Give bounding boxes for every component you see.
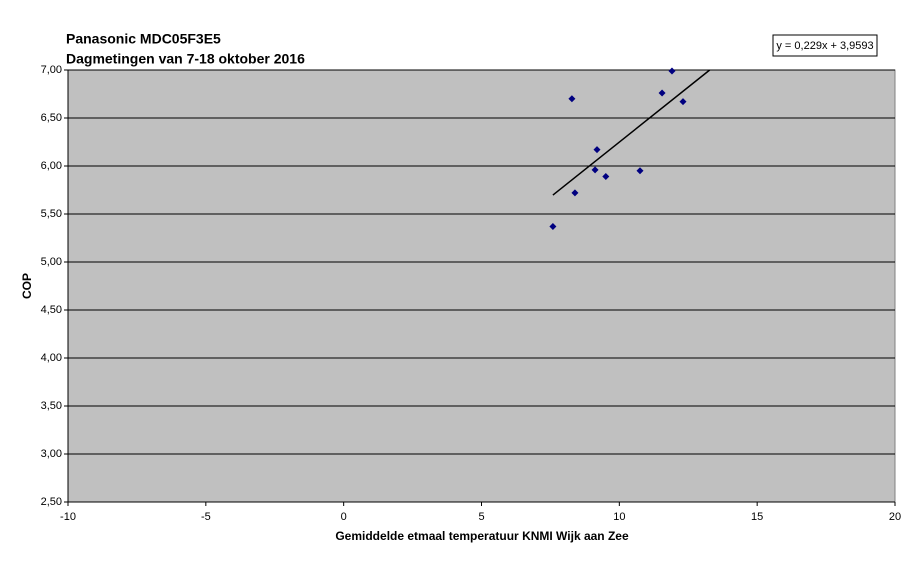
y-axis-label: COP [20, 273, 34, 299]
point [593, 146, 601, 154]
equation-label: y = 0,229x + 3,9593 [776, 40, 873, 52]
x-tick-label: 15 [751, 511, 763, 523]
y-tick-label: 4,50 [41, 304, 62, 316]
point [679, 98, 687, 106]
x-tick-label: 5 [478, 511, 484, 523]
point [549, 222, 557, 230]
point [591, 166, 599, 174]
y-tick-label: 5,00 [41, 256, 62, 268]
title-box [60, 27, 320, 73]
y-tick-label: 3,50 [41, 400, 62, 412]
y-tick-label: 4,00 [41, 352, 62, 364]
y-tick-label: 7,00 [41, 64, 62, 76]
x-tick-label: -5 [201, 511, 211, 523]
x-axis-label: Gemiddelde etmaal temperatuur KNMI Wijk … [335, 529, 629, 543]
point [571, 189, 579, 197]
y-tick-label: 6,50 [41, 112, 62, 124]
y-tick-label: 2,50 [41, 496, 62, 508]
equation-box [772, 34, 878, 57]
x-tick-label: 0 [341, 511, 347, 523]
plot-area [67, 69, 896, 503]
y-tick-label: 3,00 [41, 448, 62, 460]
x-tick-label: 10 [613, 511, 625, 523]
x-tick-label: 20 [889, 511, 901, 523]
x-tick-label: -10 [60, 511, 76, 523]
chart-title: Panasonic MDC05F3E5 [66, 31, 221, 47]
point [568, 95, 576, 103]
point [602, 173, 610, 181]
point [658, 89, 666, 97]
point [668, 67, 676, 75]
chart-subtitle: Dagmetingen van 7-18 oktober 2016 [66, 51, 305, 67]
trendline [552, 69, 711, 196]
y-tick-label: 6,00 [41, 160, 62, 172]
y-tick-label: 5,50 [41, 208, 62, 220]
point [636, 167, 644, 175]
